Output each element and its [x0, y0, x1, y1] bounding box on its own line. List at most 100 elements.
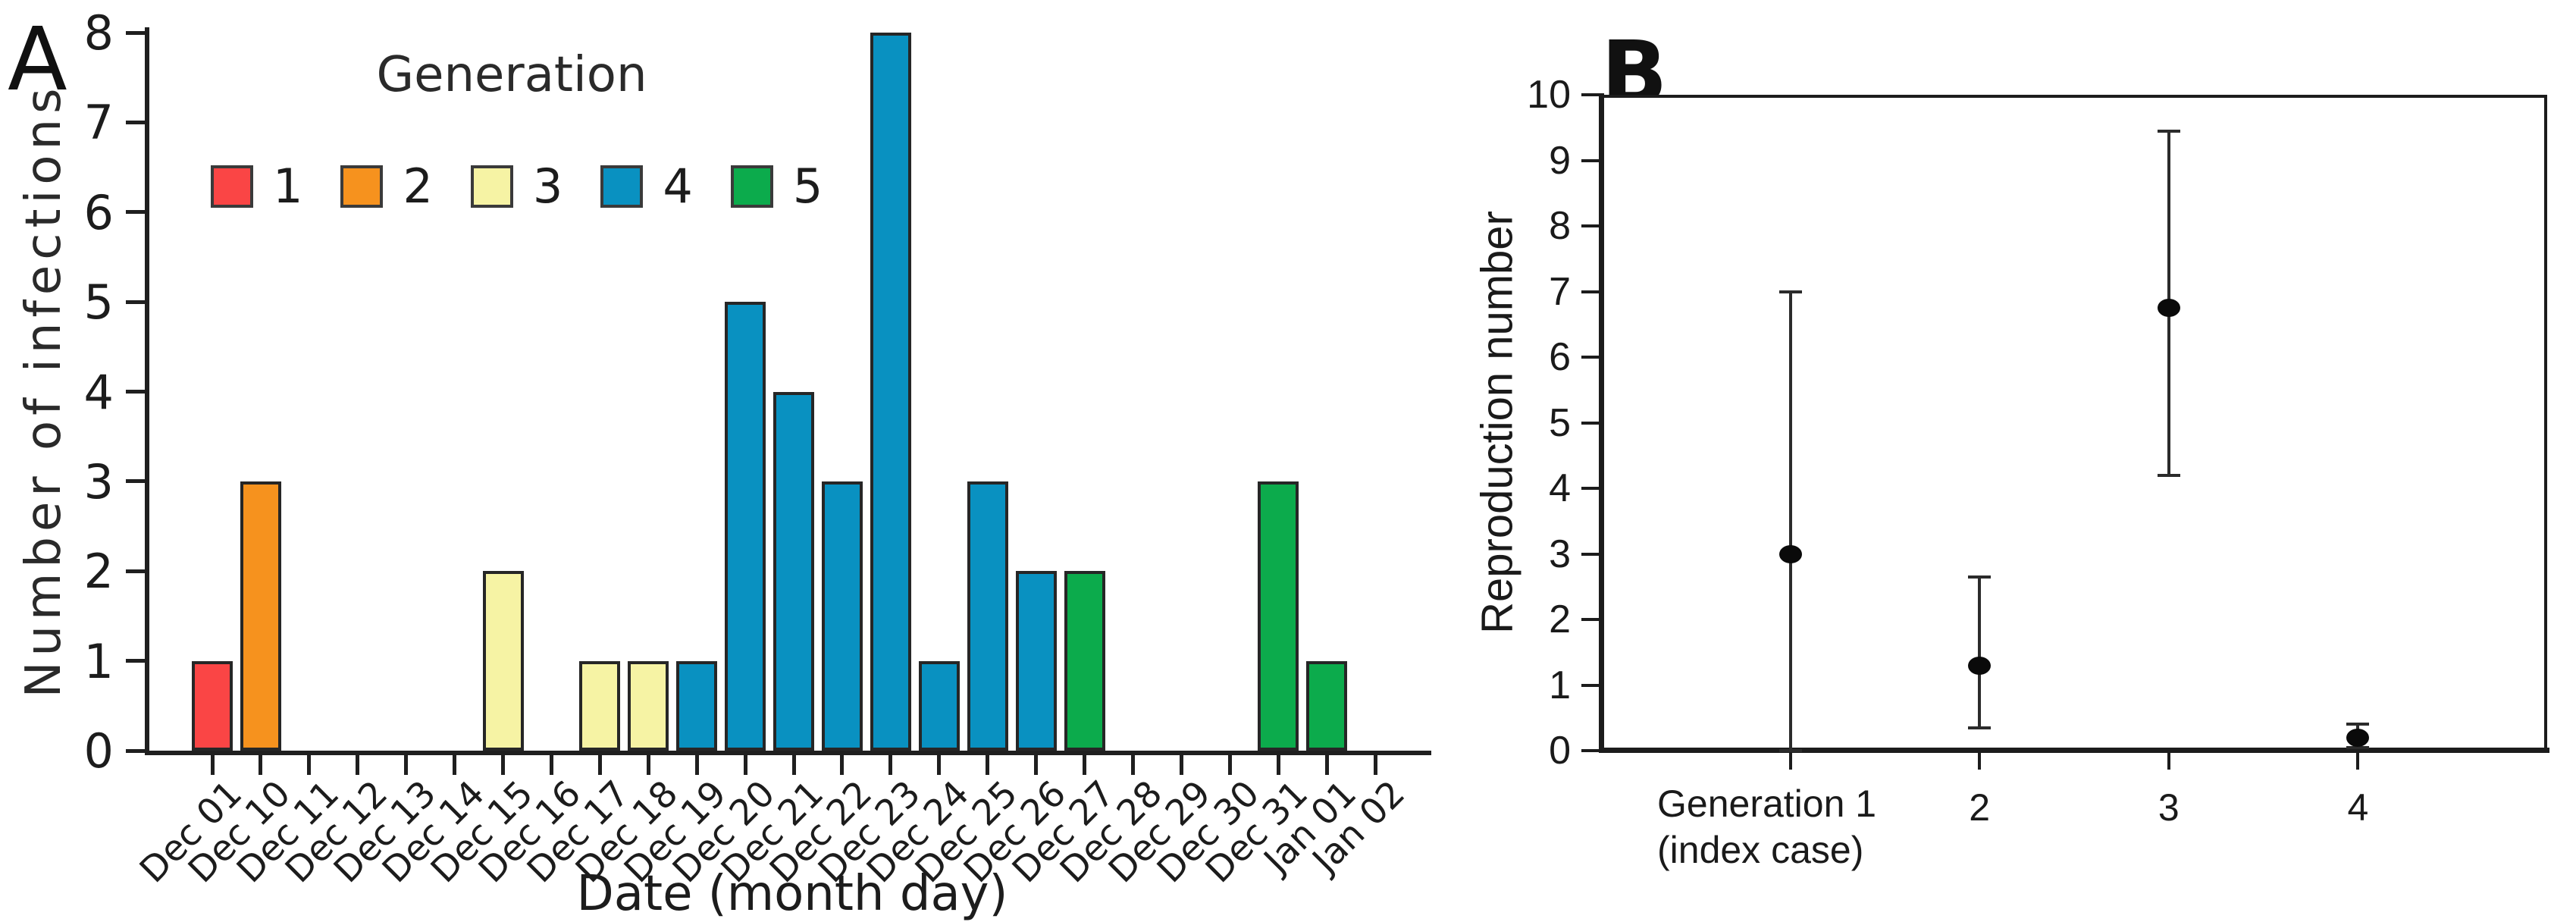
bar-dec-19 — [676, 660, 718, 751]
errorbar-cap-high-generation-1 — [1778, 290, 1802, 293]
panel-b-y-tick-label: 9 — [1549, 138, 1571, 183]
bar-dec-20 — [725, 302, 766, 751]
panel-a-label: A — [8, 9, 67, 111]
panel-b-x-tick-label: 4 — [2347, 786, 2369, 829]
panel-a-x-tick — [1276, 755, 1280, 775]
panel-a-x-tick — [791, 755, 796, 775]
legend-item-generation-5: 5 — [730, 163, 823, 210]
panel-a-y-tick — [126, 30, 146, 35]
panel-a-y-tick-label: 8 — [83, 5, 114, 61]
panel-a-x-axis-line — [145, 751, 1431, 755]
panel-a-x-tick — [501, 755, 505, 775]
panel-a-y-tick — [126, 299, 146, 304]
panel-a-y-tick — [126, 390, 146, 394]
bar-dec-23 — [870, 33, 911, 751]
bar-dec-21 — [773, 391, 814, 751]
panel-a-x-tick — [453, 755, 457, 775]
errorbar-cap-low-generation-4 — [2346, 745, 2370, 749]
legend-swatch-generation-1 — [211, 165, 253, 208]
errorbar-cap-high-generation-2 — [1968, 575, 1992, 579]
point-generation-3 — [2157, 299, 2180, 318]
panel-a-x-tick — [404, 755, 409, 775]
panel-a-y-tick-label: 5 — [83, 274, 114, 331]
panel-a-x-tick — [1034, 755, 1039, 775]
point-generation-2 — [1968, 656, 1992, 675]
panel-b-y-tick-label: 0 — [1549, 729, 1571, 773]
panel-b-y-tick-label: 8 — [1549, 204, 1571, 248]
errorbar-generation-1 — [1788, 291, 1792, 751]
legend-swatch-generation-3 — [470, 165, 513, 208]
panel-a-y-tick-label: 6 — [83, 184, 114, 240]
panel-b-y-tick — [1581, 552, 1601, 556]
panel-a-x-tick — [356, 755, 360, 775]
errorbar-cap-low-generation-2 — [1968, 726, 1992, 729]
bar-dec-25 — [967, 481, 1008, 751]
panel-b-x-tick — [1788, 753, 1792, 770]
panel-a-x-axis-title: Date (month day) — [576, 866, 1008, 922]
panel-a-x-tick — [1130, 755, 1135, 775]
panel-a-x-tick — [549, 755, 553, 775]
bar-dec-31 — [1258, 481, 1299, 751]
panel-b-x-tick — [2167, 753, 2170, 770]
panel-a-y-tick — [126, 659, 146, 663]
panel-a-y-tick — [126, 479, 146, 484]
errorbar-cap-low-generation-1 — [1778, 749, 1802, 752]
point-generation-4 — [2346, 728, 2370, 747]
panel-a-y-tick — [126, 748, 146, 753]
panel-b-y-tick-label: 1 — [1549, 663, 1571, 707]
panel-b-y-tick — [1581, 158, 1601, 162]
bar-dec-17 — [579, 660, 621, 751]
panel-b-x-tick-label: 3 — [2158, 786, 2180, 829]
legend-label: 3 — [532, 158, 563, 214]
panel-a-x-tick — [307, 755, 312, 775]
panel-a-x-tick — [694, 755, 699, 775]
panel-b-y-tick — [1581, 618, 1601, 621]
panel-a-y-tick — [126, 120, 146, 124]
panel-a-y-axis-line — [145, 27, 149, 755]
point-generation-1 — [1778, 544, 1802, 563]
panel-a-x-tick — [743, 755, 747, 775]
panel-b-x-axis-line — [1599, 748, 2549, 753]
errorbar-cap-low-generation-3 — [2157, 473, 2180, 477]
legend-swatch-generation-4 — [600, 165, 644, 208]
panel-a-y-tick-label: 4 — [83, 364, 114, 420]
panel-b-y-tick — [1581, 224, 1601, 227]
panel-b-y-tick-label: 7 — [1549, 269, 1571, 314]
panel-a-y-tick — [126, 210, 146, 215]
panel-a-y-tick-label: 0 — [83, 723, 114, 779]
panel-b-y-tick — [1581, 487, 1601, 490]
panel-a-x-tick — [210, 755, 215, 775]
legend-item-generation-4: 4 — [600, 158, 693, 214]
panel-b-x-tick — [2356, 753, 2360, 770]
panel-b-y-tick-label: 4 — [1549, 466, 1571, 510]
legend-swatch-generation-2 — [340, 165, 384, 208]
panel-a-y-tick-label: 7 — [83, 95, 114, 151]
legend-item-generation-1: 1 — [211, 163, 302, 210]
legend-label: 2 — [403, 158, 433, 214]
panel-a-y-tick-label: 1 — [83, 633, 114, 689]
legend-swatch-generation-5 — [730, 165, 773, 208]
panel-a-x-tick — [1373, 755, 1377, 775]
panel-b-y-tick — [1581, 93, 1601, 96]
bar-dec-10 — [240, 481, 281, 751]
bar-dec-24 — [918, 660, 960, 751]
bar-dec-22 — [821, 481, 863, 751]
panel-b-y-tick — [1581, 421, 1601, 425]
legend-label: 1 — [273, 158, 303, 214]
bar-dec-26 — [1015, 571, 1057, 751]
panel-b-plot-box — [1601, 95, 2547, 751]
legend-title: Generation — [376, 47, 647, 103]
panel-b-y-tick-label: 5 — [1549, 400, 1571, 445]
panel-b-y-tick-label: 3 — [1549, 532, 1571, 576]
errorbar-cap-high-generation-3 — [2157, 129, 2180, 133]
panel-b-x-tick — [1978, 753, 1982, 770]
bar-dec-15 — [482, 571, 524, 751]
panel-a-x-tick — [597, 755, 602, 775]
panel-b-x-tick-label: 2 — [1969, 786, 1991, 829]
bar-dec-18 — [628, 660, 669, 751]
panel-a-y-tick-label: 2 — [83, 544, 114, 600]
legend-label: 4 — [663, 158, 693, 214]
panel-a-x-tick — [259, 755, 263, 775]
panel-b-y-tick-label: 6 — [1549, 335, 1571, 379]
